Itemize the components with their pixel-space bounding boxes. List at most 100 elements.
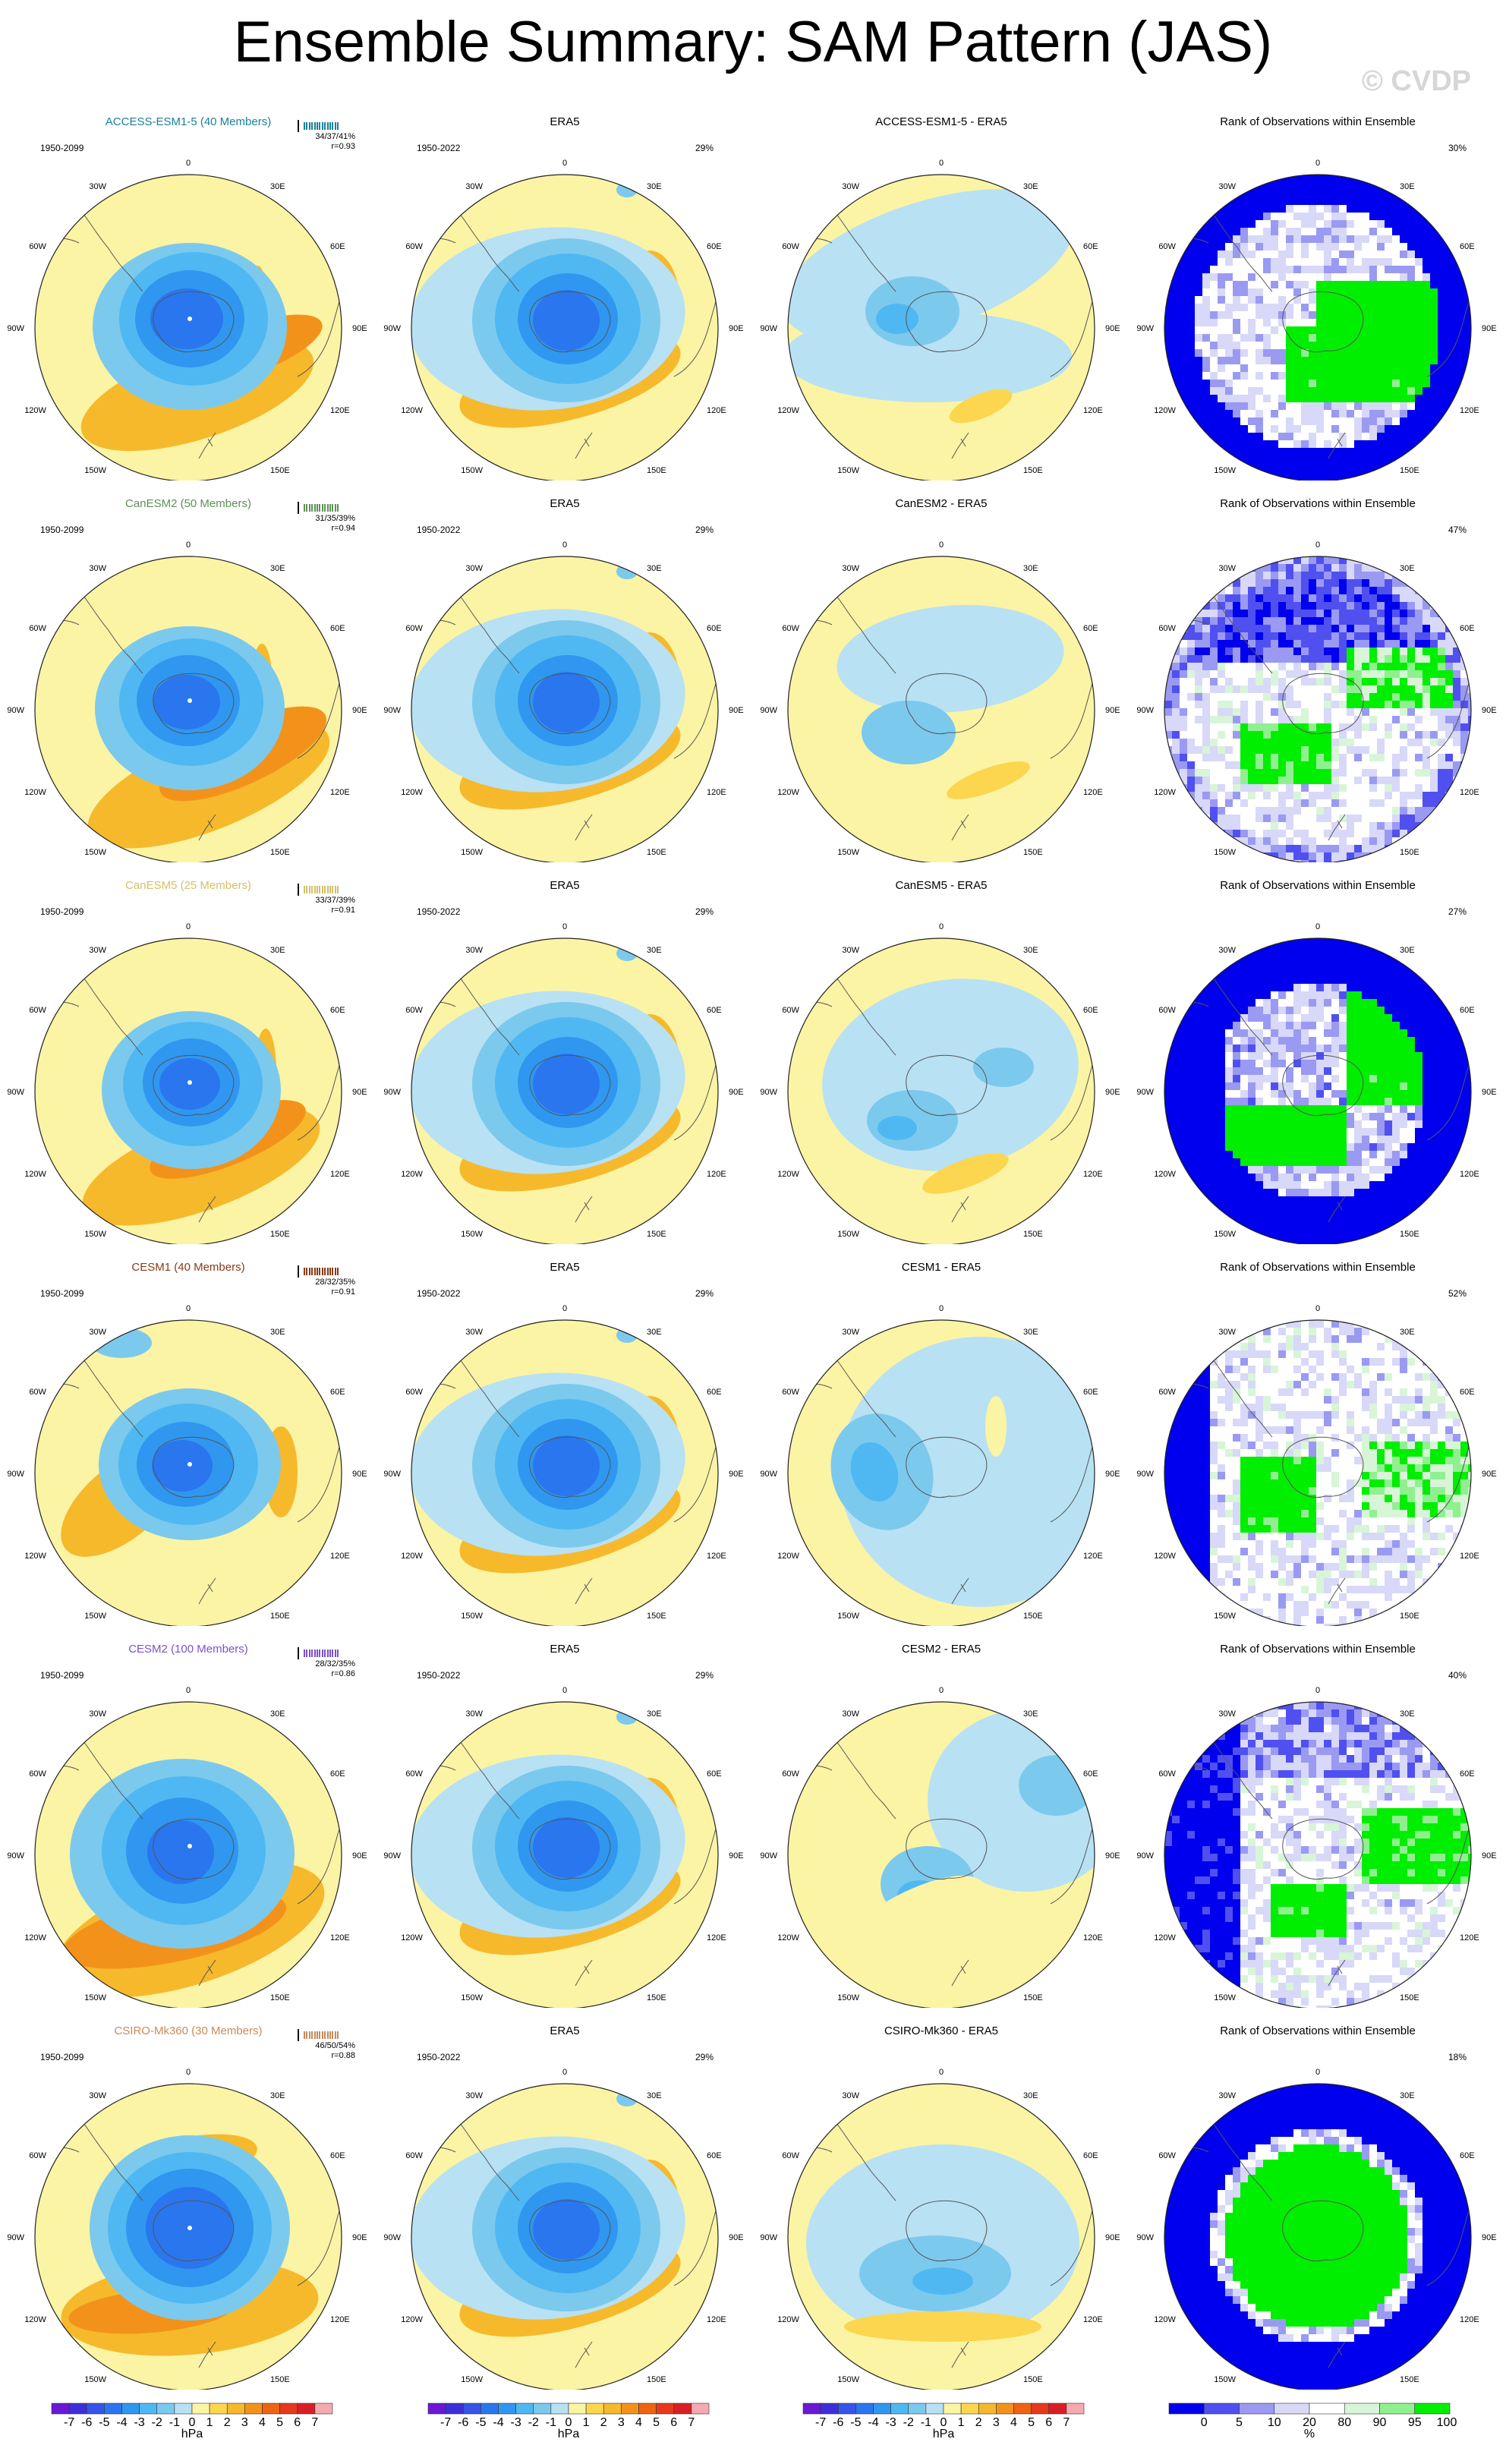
rank-cell bbox=[1331, 754, 1340, 762]
rank-cell bbox=[1415, 1014, 1423, 1022]
rank-cell bbox=[1460, 693, 1469, 701]
rank-cell bbox=[1278, 685, 1287, 694]
rank-cell bbox=[1278, 663, 1287, 671]
rank-cell bbox=[1392, 602, 1400, 610]
rank-cell bbox=[1218, 1029, 1226, 1038]
rank-cell bbox=[1248, 723, 1256, 732]
rank-cell bbox=[1445, 1136, 1454, 1144]
rank-cell bbox=[1256, 433, 1264, 441]
rank-cell bbox=[1195, 220, 1203, 228]
rank-cell bbox=[1225, 754, 1233, 762]
rank-cell bbox=[1377, 625, 1385, 633]
rank-cell bbox=[1271, 311, 1279, 320]
rank-cell bbox=[1240, 678, 1249, 686]
rank-cell bbox=[1263, 357, 1271, 365]
rank-cell bbox=[1278, 984, 1287, 992]
rank-cell bbox=[1400, 273, 1408, 282]
map-lon-label: 30W bbox=[465, 946, 483, 955]
rank-cell bbox=[1248, 1128, 1256, 1136]
rank-cell bbox=[1187, 349, 1196, 358]
rank-cell bbox=[1453, 761, 1461, 770]
rank-cell bbox=[1324, 984, 1332, 992]
rank-cell bbox=[1195, 326, 1203, 335]
rank-cell bbox=[1240, 961, 1249, 969]
rank-cell bbox=[1233, 266, 1241, 274]
rank-cell bbox=[1218, 602, 1226, 610]
rank-cell bbox=[1309, 784, 1317, 792]
rank-cell bbox=[1301, 1120, 1309, 1129]
rank-cell bbox=[1347, 205, 1355, 213]
rank-cell bbox=[1187, 213, 1196, 221]
rank-cell bbox=[1468, 807, 1471, 815]
rank-cell bbox=[1445, 556, 1454, 565]
rank-cell bbox=[1218, 1136, 1226, 1144]
rank-cell bbox=[1271, 197, 1279, 206]
rank-cell bbox=[1407, 701, 1416, 709]
rank-cell bbox=[1233, 799, 1241, 808]
australia-coastline bbox=[297, 1062, 341, 1141]
australia-coastline bbox=[1426, 680, 1470, 759]
rank-cell bbox=[1293, 1014, 1302, 1022]
rank-cell bbox=[1430, 708, 1438, 717]
rank-cell bbox=[1248, 999, 1256, 1007]
rank-cell bbox=[1286, 1037, 1294, 1045]
rank-cell bbox=[1278, 197, 1287, 206]
rank-cell bbox=[1369, 564, 1378, 572]
rank-cell bbox=[1430, 1158, 1438, 1167]
rank-cell bbox=[1331, 594, 1340, 603]
rank-cell bbox=[1438, 205, 1446, 213]
map-lon-label: 0 bbox=[939, 540, 944, 550]
rank-cell bbox=[1400, 296, 1408, 304]
map-field bbox=[411, 175, 718, 481]
rank-cell bbox=[1293, 1075, 1302, 1083]
rank-cell bbox=[1339, 678, 1347, 686]
rank-cell bbox=[1202, 1022, 1211, 1030]
rank-cell bbox=[1271, 273, 1279, 282]
rank-cell bbox=[1233, 754, 1241, 762]
rank-cell bbox=[1415, 334, 1423, 342]
rank-cell bbox=[1248, 640, 1256, 648]
rank-cell bbox=[1468, 1045, 1471, 1053]
rank-cell bbox=[1423, 830, 1431, 838]
rank-cell bbox=[1331, 739, 1340, 747]
rank-cell bbox=[1286, 410, 1294, 418]
rank-cell bbox=[1392, 417, 1400, 426]
rank-cell bbox=[1233, 693, 1241, 701]
rank-cell bbox=[1430, 999, 1438, 1007]
rank-cell bbox=[1195, 1136, 1203, 1144]
member-tick bbox=[306, 504, 308, 512]
map-lon-label: 150W bbox=[1214, 466, 1236, 475]
rank-cell bbox=[1248, 739, 1256, 747]
rank-cell bbox=[1354, 685, 1363, 694]
rank-cell bbox=[1460, 440, 1469, 449]
rank-cell bbox=[1286, 182, 1294, 191]
rank-cell bbox=[1430, 830, 1438, 838]
rank-cell bbox=[1438, 830, 1446, 838]
rank-cell bbox=[1385, 579, 1393, 588]
rank-cell bbox=[1430, 380, 1438, 388]
rank-cell bbox=[1187, 1113, 1196, 1121]
rank-cell bbox=[1415, 708, 1423, 717]
rank-cell bbox=[1248, 349, 1256, 358]
rank-cell bbox=[1339, 1082, 1347, 1091]
rank-cell bbox=[1354, 1098, 1363, 1106]
rank-cell bbox=[1187, 852, 1196, 861]
rank-cell bbox=[1240, 1143, 1249, 1152]
rank-cell bbox=[1180, 1120, 1188, 1129]
rank-cell bbox=[1271, 1105, 1279, 1114]
rank-cell bbox=[1385, 266, 1393, 274]
rank-cell bbox=[1240, 1045, 1249, 1053]
map-lon-label: 0 bbox=[1315, 540, 1320, 550]
rank-cell bbox=[1256, 663, 1264, 671]
rank-cell bbox=[1180, 830, 1188, 838]
rank-cell bbox=[1248, 815, 1256, 823]
rank-cell bbox=[1187, 564, 1196, 572]
rank-cell bbox=[1187, 190, 1196, 198]
map-lon-label: 60W bbox=[29, 624, 46, 633]
rank-cell bbox=[1225, 311, 1233, 320]
rank-cell bbox=[1263, 678, 1271, 686]
rank-cell bbox=[1218, 999, 1226, 1007]
model-period: 1950-2099 bbox=[40, 525, 84, 535]
rank-cell bbox=[1301, 213, 1309, 221]
rank-cell bbox=[1210, 197, 1218, 206]
